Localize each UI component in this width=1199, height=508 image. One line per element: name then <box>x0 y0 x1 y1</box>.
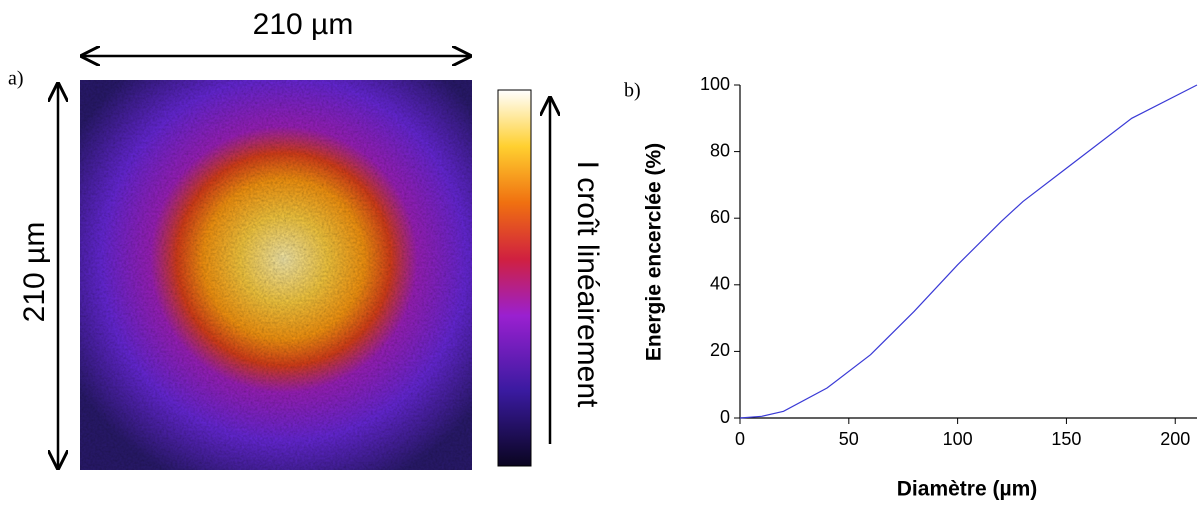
height-label: 210 µm <box>18 222 51 323</box>
panel-a: a) 210 µm 210 µm I croît linéairement <box>8 8 604 470</box>
panel-b: b) Diamètre (µm) Energie encerclée (%) 0… <box>624 74 1198 501</box>
x-tick-label: 50 <box>839 429 859 449</box>
y-tick-label: 80 <box>710 140 730 160</box>
y-tick-label: 20 <box>710 340 730 360</box>
y-tick-label: 40 <box>710 274 730 294</box>
y-tick-label: 60 <box>710 207 730 227</box>
y-tick-label: 0 <box>720 407 730 427</box>
x-tick-label: 0 <box>735 429 745 449</box>
x-axis-label: Diamètre (µm) <box>897 478 1037 501</box>
colorbar-label: I croît linéairement <box>571 161 604 408</box>
x-tick-label: 200 <box>1160 429 1190 449</box>
y-tick-label: 100 <box>700 74 730 94</box>
panel-label: a) <box>8 68 24 90</box>
x-tick-label: 100 <box>943 429 973 449</box>
panel-label: b) <box>624 80 641 102</box>
width-label: 210 µm <box>253 8 354 41</box>
x-tick-label: 150 <box>1051 429 1081 449</box>
speckle-noise <box>80 80 472 470</box>
colorbar <box>497 89 532 467</box>
y-axis-label: Energie encerclée (%) <box>643 143 666 361</box>
data-line <box>739 84 1198 419</box>
